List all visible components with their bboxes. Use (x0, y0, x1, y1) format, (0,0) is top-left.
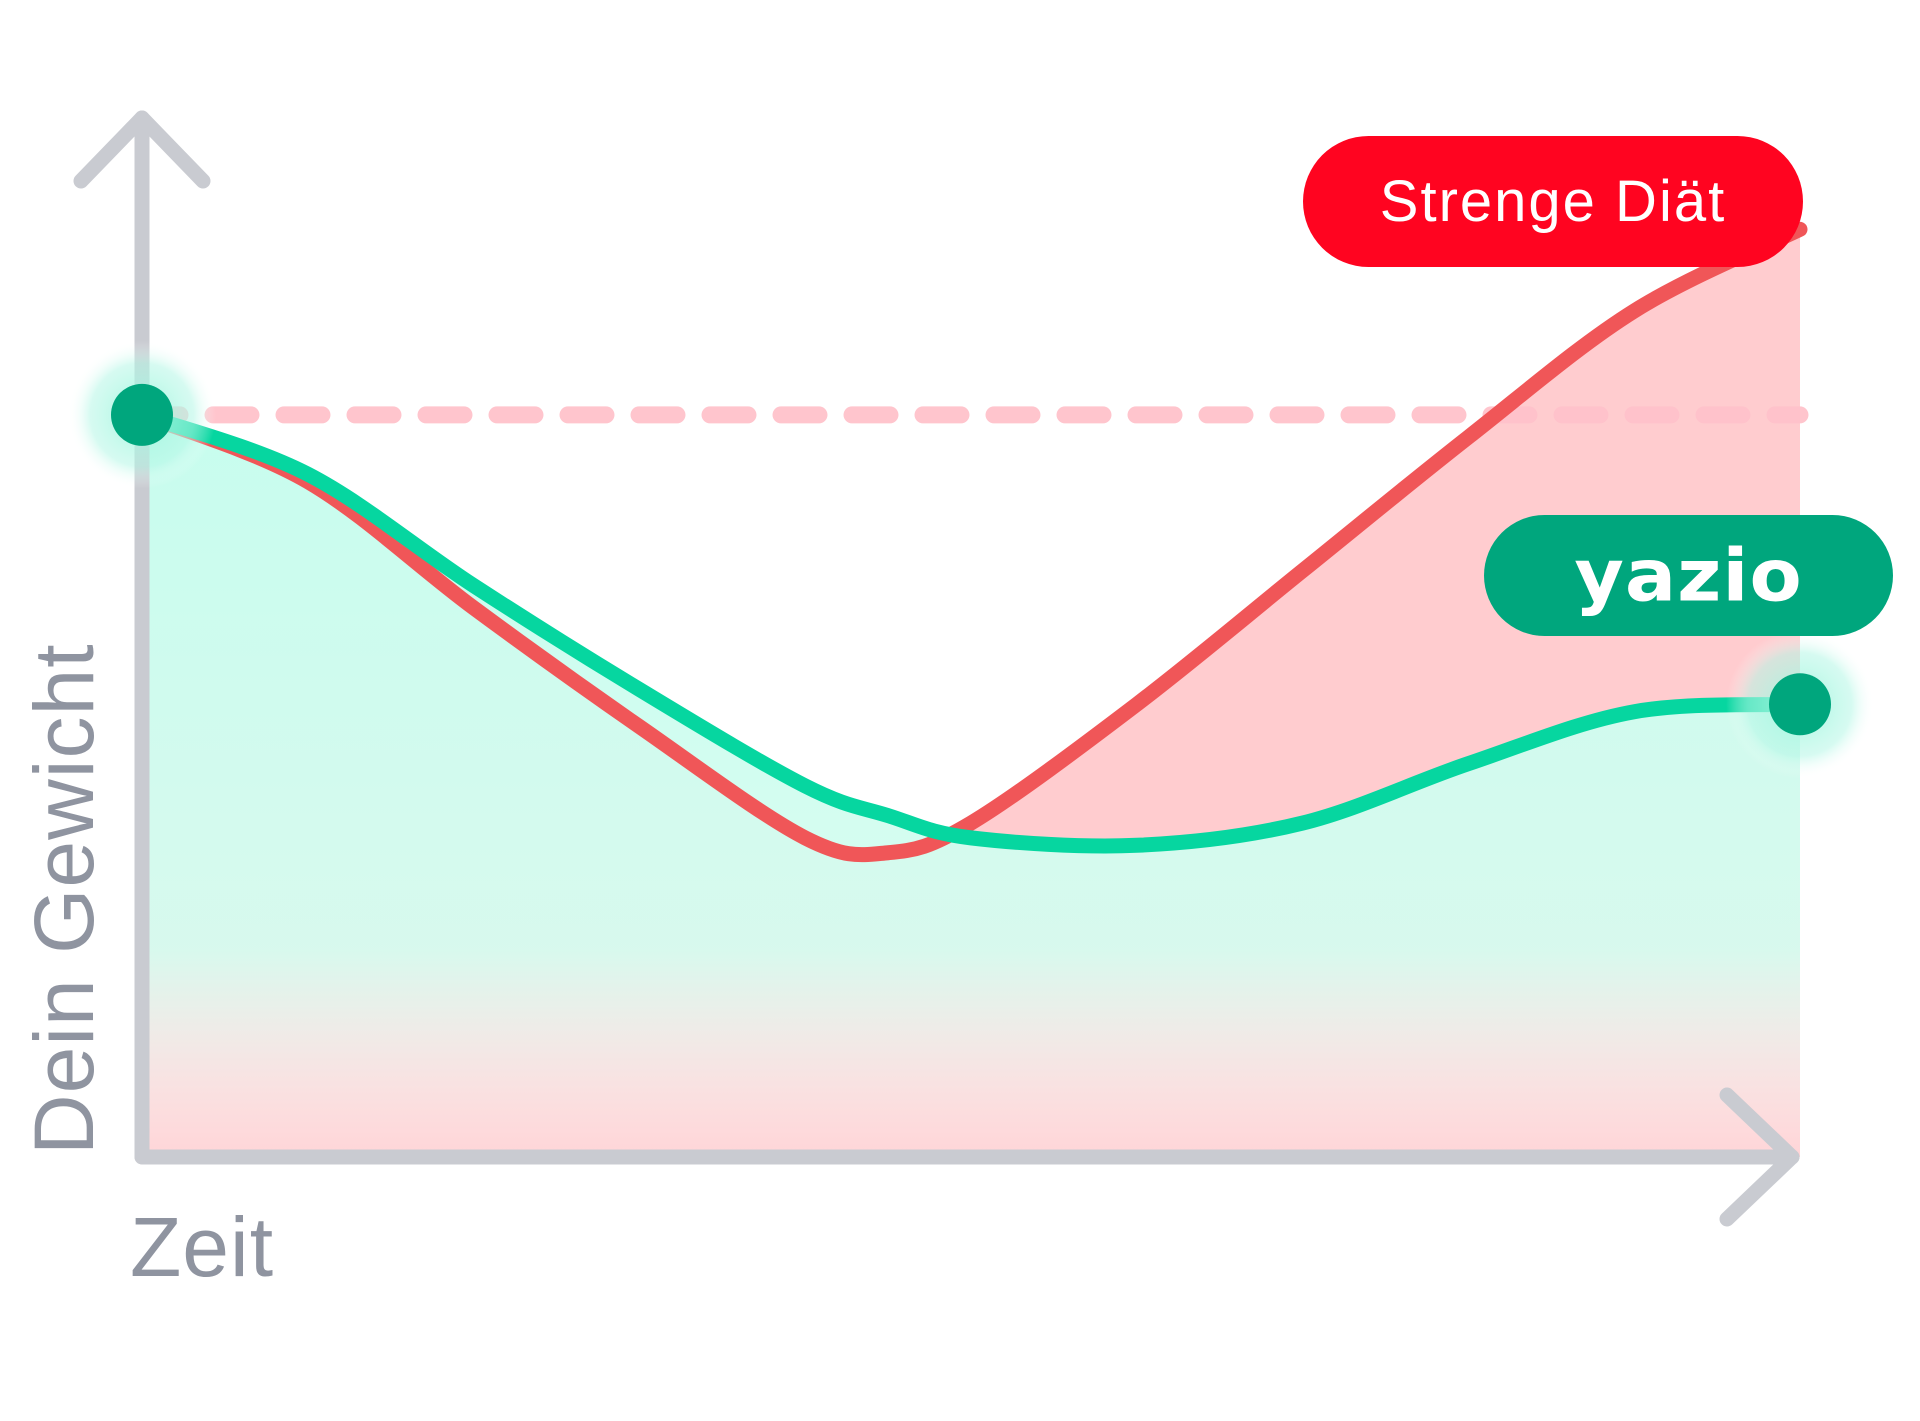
x-axis-label: Zeit (130, 1200, 275, 1294)
yazio-logo-text: yazio (1574, 533, 1803, 618)
y-axis-arrow-icon (73, 110, 211, 189)
strict-diet-label: Strenge Diät (1303, 136, 1803, 267)
yazio-line (134, 407, 1808, 854)
x-axis-arrow-icon (1719, 1087, 1800, 1227)
strict-diet-text: Strenge Diät (1379, 169, 1727, 234)
yazio-label: yazio (1484, 515, 1893, 636)
end-marker-dot (1769, 673, 1831, 736)
start-marker-dot (111, 383, 173, 446)
yazio-area (142, 414, 1800, 1157)
y-axis-label: Dein Gewicht (17, 643, 111, 1155)
